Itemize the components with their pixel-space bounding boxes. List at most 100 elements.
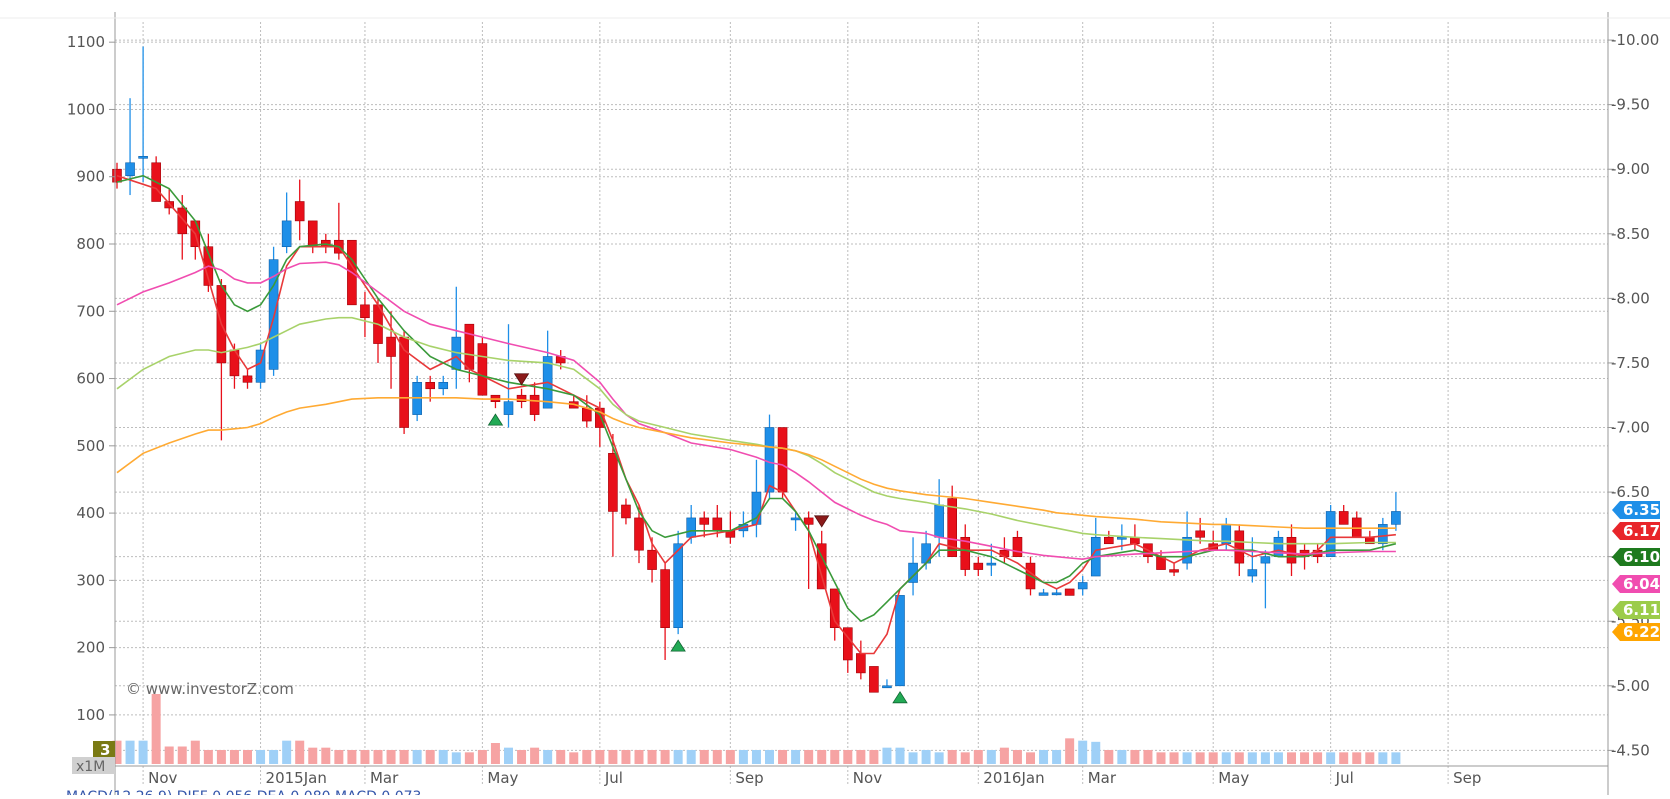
volume-bar	[973, 750, 983, 764]
volume-bar	[1143, 750, 1153, 764]
buy-signal-marker	[670, 639, 686, 652]
volume-bar	[569, 752, 579, 764]
last-value-tag	[1612, 623, 1660, 641]
volume-bar	[712, 750, 722, 764]
candle-body	[621, 504, 631, 519]
volume-bar	[817, 750, 827, 764]
volume-bar	[399, 750, 409, 764]
left-tick-label: 900	[76, 168, 105, 186]
buy-signal-marker	[487, 413, 504, 426]
last-value-tag-label: 6.22	[1623, 623, 1660, 641]
x-tick-label: Nov	[853, 769, 882, 787]
volume-bar	[504, 747, 513, 764]
candle-body	[777, 427, 788, 493]
candle-body	[125, 162, 135, 176]
candle-body	[516, 394, 527, 402]
candle-body	[177, 207, 188, 235]
volume-bar	[203, 750, 213, 764]
candle-body	[660, 569, 670, 628]
volume-bar	[1221, 752, 1231, 764]
volume-bar	[1378, 752, 1388, 764]
volume-bar	[1365, 752, 1375, 764]
volume-bar	[1117, 750, 1127, 764]
volume-bar	[986, 750, 996, 764]
volume-bar	[125, 740, 135, 764]
volume-bar	[686, 750, 696, 764]
x-tick-label: Mar	[370, 769, 399, 787]
volume-bar	[543, 750, 553, 764]
watermark-text: © www.investorZ.com	[126, 680, 294, 698]
candle-body	[503, 401, 514, 415]
volume-bar	[882, 747, 892, 764]
left-tick-label: 500	[76, 437, 105, 455]
volume-bar	[634, 750, 644, 764]
sell-signal-marker	[813, 515, 830, 528]
right-tick-label: -9.00	[1611, 160, 1650, 178]
x-tick-label: May	[1218, 769, 1249, 787]
candle-body	[1247, 569, 1258, 577]
candle-body	[1012, 536, 1023, 557]
volume-bar	[360, 750, 370, 764]
volume-bar	[1104, 750, 1114, 764]
volume-max-badge	[93, 741, 115, 759]
candle-body	[673, 543, 683, 628]
x-tick-label: May	[487, 769, 518, 787]
moving-average-line	[116, 174, 1396, 655]
left-tick-label: 400	[76, 504, 105, 522]
volume-bar	[451, 752, 461, 764]
candle-body	[647, 549, 657, 570]
x-tick-label: Jul	[1335, 769, 1354, 787]
volume-bar	[112, 740, 122, 764]
left-tick-label: 800	[76, 235, 105, 253]
candle-body	[1038, 592, 1049, 596]
moving-average-line	[116, 174, 1397, 623]
candle-body	[294, 201, 305, 222]
candle-body	[882, 685, 892, 689]
volume-bar	[490, 743, 500, 764]
last-value-tags-layer: 6.35 6.17 6.10 6.04 6.11 6.22	[1612, 501, 1660, 641]
volume-bar	[256, 750, 266, 764]
volume-bar	[517, 750, 527, 764]
candle-body	[790, 517, 801, 521]
left-tick-label: 1000	[67, 100, 105, 118]
volume-bar	[1273, 752, 1283, 764]
moving-average-line	[116, 261, 1396, 561]
volume-bar	[1300, 752, 1310, 764]
candle-body	[281, 220, 292, 248]
volume-bar	[1012, 750, 1022, 764]
candle-body	[973, 562, 984, 570]
candle-body	[255, 349, 266, 383]
right-tick-label: -10.00	[1611, 31, 1659, 49]
candles-layer	[112, 46, 1401, 693]
right-tick-label: -8.00	[1611, 289, 1650, 307]
candle-body	[477, 343, 488, 396]
volume-bar	[1078, 740, 1088, 764]
x-tick-label: Sep	[1453, 769, 1481, 787]
volume-bar	[1326, 752, 1336, 764]
candle-body	[712, 517, 723, 532]
left-tick-label: 200	[76, 639, 105, 657]
volume-bar	[960, 752, 970, 764]
candle-body	[1117, 536, 1127, 540]
volume-bar	[269, 750, 279, 764]
volume-bar	[1352, 752, 1362, 764]
candle-body	[1378, 524, 1388, 545]
sell-signal-marker	[513, 373, 530, 386]
candle-body	[307, 220, 318, 248]
last-value-tag	[1612, 575, 1660, 593]
volume-bar	[1091, 741, 1101, 764]
last-value-tag	[1612, 522, 1660, 540]
candle-body	[1182, 536, 1192, 564]
right-tick-label: -6.50	[1611, 483, 1650, 501]
volume-multiplier-badge	[72, 757, 115, 774]
candle-body	[138, 156, 148, 159]
left-tick-label: 300	[76, 571, 105, 589]
volume-bar	[647, 750, 657, 764]
moving-average-line	[116, 397, 1396, 529]
bottom-indicator-strip: MACD(12,26,9) DIFF 0.056 DEA 0.080 MACD …	[66, 789, 421, 795]
volume-bar	[1052, 750, 1062, 764]
volume-bar	[1260, 752, 1270, 764]
